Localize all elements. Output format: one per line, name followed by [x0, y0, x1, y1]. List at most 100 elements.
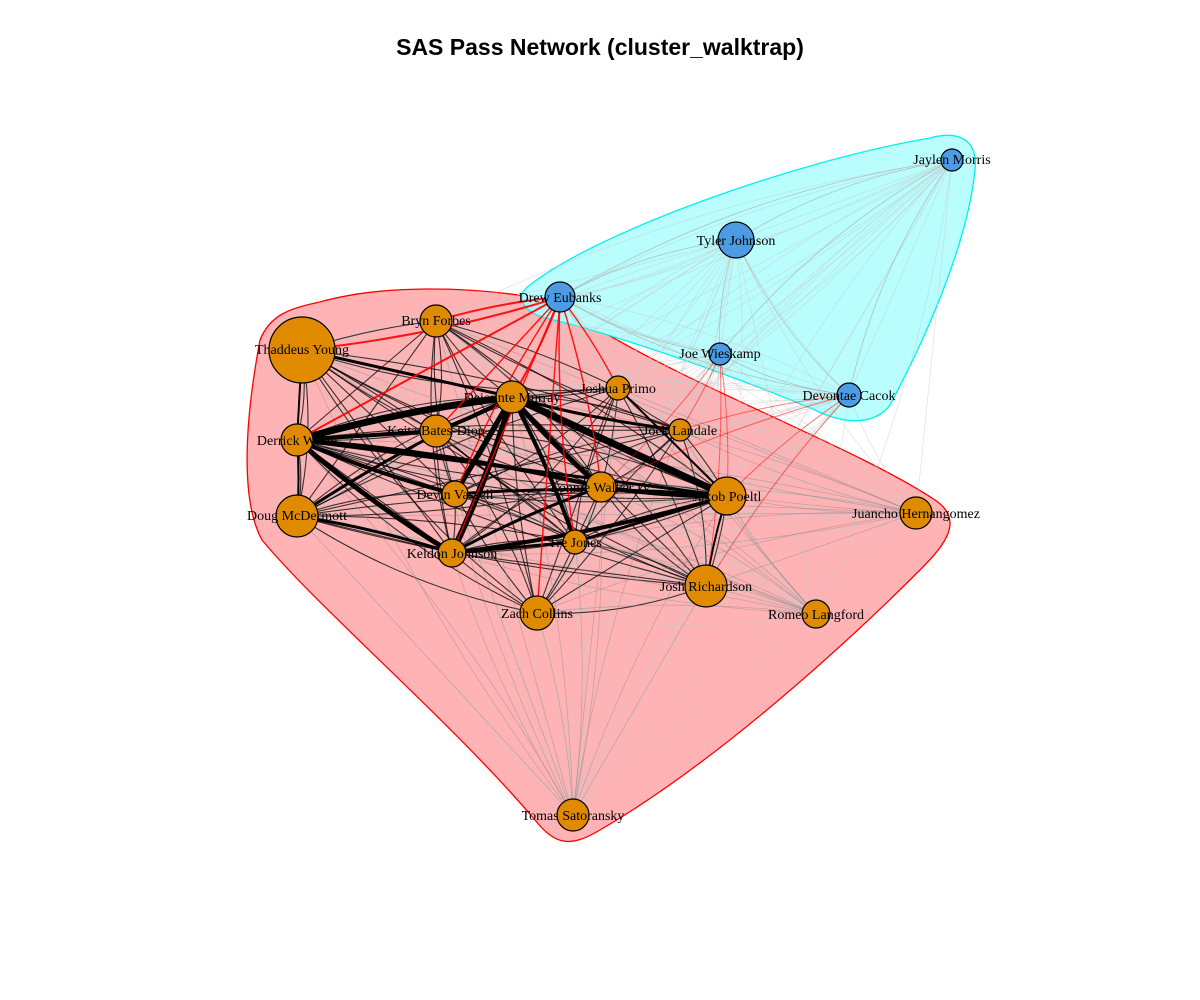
node-joshua-primo: [605, 375, 631, 401]
node-label-juancho-hernangomez: Juancho Hernangomez: [852, 507, 980, 522]
edge-dejounte-murray-doug-mcdermott: [296, 396, 513, 517]
edge-derrick-white-devin-vassell: [296, 438, 456, 496]
edge-jaylen-morris-drew-eubanks: [559, 159, 953, 298]
node-labels: Jaylen Morris Tyler Johnson Drew Eubanks Jo…: [247, 153, 991, 824]
edge-doug-mcdermott-tre-jones: [296, 515, 576, 543]
edge-devontae-cacok-jock-landale: [679, 394, 850, 431]
edge-devontae-cacok-romeo-langford: [815, 394, 850, 615]
node-jock-landale: [668, 418, 692, 442]
node-zach-collins: [519, 595, 555, 631]
node-label-tre-jones: Tre Jones: [548, 536, 602, 551]
edge-tyler-johnson-joshua-primo: [617, 239, 737, 389]
edge-keita-bates-diop-josh-richardson: [435, 430, 707, 587]
edge-thaddeus-young-jock-landale: [301, 349, 681, 431]
edge-tomas-satoransky-jakob-poeltl: [572, 495, 728, 816]
edge-tyler-johnson-lonnie-walker-iv: [600, 239, 737, 488]
edge-juancho-hernangomez-josh-richardson: [705, 512, 917, 587]
edge-romeo-langford-thaddeus-young: [301, 349, 817, 615]
node-label-joe-wieskamp: Joe Wieskamp: [679, 347, 760, 362]
edge-derrick-white-jock-landale: [296, 424, 681, 441]
edge-lonnie-walker-iv-romeo-langford: [600, 486, 817, 615]
edge-bryn-forbes-derrick-white: [296, 320, 437, 441]
edge-derrick-white-josh-richardson: [296, 439, 707, 587]
edge-juancho-hernangomez-jakob-poeltl: [726, 495, 917, 514]
nodes: [268, 148, 964, 832]
edge-derrick-white-lonnie-walker-iv: [296, 438, 602, 489]
node-label-josh-richardson: Josh Richardson: [660, 580, 752, 595]
node-label-derrick-white: Derrick White: [257, 434, 337, 449]
edge-derrick-white-lonnie-walker-iv: [296, 439, 602, 488]
edge-jaylen-morris-derrick-white: [296, 159, 953, 441]
edge-derrick-white-lonnie-walker-iv: [296, 439, 602, 488]
edge-jaylen-morris-joshua-primo: [617, 159, 953, 389]
edge-juancho-hernangomez-tre-jones: [574, 511, 917, 543]
node-label-joshua-primo: Joshua Primo: [580, 382, 656, 397]
edge-jock-landale-juancho-hernangomez: [679, 429, 917, 514]
edge-jaylen-morris-romeo-langford: [815, 159, 953, 615]
edge-juancho-hernangomez-zach-collins: [536, 512, 917, 614]
edge-devontae-cacok-josh-richardson: [705, 394, 850, 587]
edge-zach-collins-romeo-langford: [536, 612, 817, 626]
edge-jakob-poeltl-juancho-hernangomez: [726, 494, 917, 514]
edge-jaylen-morris-devontae-cacok: [848, 159, 953, 396]
edge-dejounte-murray-zach-collins: [511, 396, 538, 614]
edge-keldon-johnson-romeo-langford: [451, 552, 817, 615]
node-label-thaddeus-young: Thaddeus Young: [255, 343, 349, 358]
edge-joe-wieskamp-lonnie-walker-iv: [600, 353, 721, 488]
edge-joe-wieskamp-devontae-cacok: [719, 353, 850, 396]
edge-doug-mcdermott-juancho-hernangomez: [296, 512, 917, 517]
edge-juancho-hernangomez-bryn-forbes: [435, 320, 917, 514]
node-label-tyler-johnson: Tyler Johnson: [697, 234, 776, 249]
edge-tomas-satoransky-jock-landale: [572, 429, 681, 816]
edge-dejounte-murray-tre-jones: [510, 396, 577, 543]
edge-devontae-cacok-lonnie-walker-iv: [600, 394, 850, 488]
node-tyler-johnson: [717, 221, 755, 259]
edge-tomas-satoransky-keldon-johnson: [451, 552, 574, 816]
node-bryn-forbes: [419, 304, 453, 338]
node-label-tomas-satoransky: Tomas Satoransky: [522, 809, 625, 824]
edge-juancho-hernangomez-thaddeus-young: [301, 349, 917, 514]
edge-jaylen-morris-bryn-forbes: [435, 159, 953, 322]
edge-bryn-forbes-joshua-primo: [435, 320, 619, 389]
node-thaddeus-young: [268, 316, 336, 384]
edge-drew-eubanks-devontae-cacok: [559, 296, 850, 396]
edge-joshua-primo-romeo-langford: [617, 387, 817, 615]
edge-bryn-forbes-tre-jones: [435, 320, 576, 543]
edge-bryn-forbes-joshua-primo: [435, 320, 619, 389]
edge-devontae-cacok-bryn-forbes: [435, 320, 850, 396]
node-label-keldon-johnson: Keldon Johnson: [407, 547, 498, 562]
node-label-jock-landale: Jock Landale: [643, 424, 717, 439]
edge-derrick-white-zach-collins: [296, 439, 538, 614]
edge-drew-eubanks-jakob-poeltl: [559, 296, 728, 497]
node-dejounte-murray: [495, 380, 529, 414]
node-devin-vassell: [441, 480, 469, 508]
edge-jock-landale-zach-collins: [536, 429, 681, 614]
edge-tyler-johnson-romeo-langford: [735, 239, 817, 615]
edge-romeo-langford-keldon-johnson: [451, 552, 817, 615]
edge-derrick-white-dejounte-murray: [296, 393, 513, 444]
edge-drew-eubanks-keita-bates-diop: [435, 296, 561, 432]
node-label-drew-eubanks: Drew Eubanks: [519, 291, 602, 306]
edge-tomas-satoransky-doug-mcdermott: [296, 515, 574, 816]
edge-drew-eubanks-derrick-white: [296, 296, 561, 441]
edge-juancho-hernangomez-joshua-primo: [617, 387, 917, 514]
edge-devin-vassell-tomas-satoransky: [454, 493, 574, 816]
page-title: SAS Pass Network (cluster_walktrap): [396, 34, 804, 60]
node-joe-wieskamp: [708, 342, 732, 366]
node-lonnie-walker-iv: [585, 471, 617, 503]
edge-jock-landale-doug-mcdermott: [296, 429, 681, 517]
edge-doug-mcdermott-zach-collins: [296, 515, 538, 614]
edge-keldon-johnson-josh-richardson: [451, 552, 707, 587]
edge-thaddeus-young-jakob-poeltl: [301, 349, 728, 497]
edge-drew-eubanks-keita-bates-diop: [435, 296, 561, 432]
node-label-doug-mcdermott: Doug McDermott: [247, 509, 347, 524]
edge-bryn-forbes-jock-landale: [435, 320, 681, 431]
edge-tre-jones-tomas-satoransky: [572, 541, 586, 816]
edge-bryn-forbes-doug-mcdermott: [296, 320, 437, 517]
edge-jock-landale-tomas-satoransky: [572, 429, 681, 816]
node-label-romeo-langford: Romeo Langford: [768, 608, 864, 623]
edge-lonnie-walker-iv-doug-mcdermott: [296, 486, 602, 517]
edge-dejounte-murray-jock-landale: [511, 396, 681, 431]
edge-tomas-satoransky-dejounte-murray: [511, 396, 574, 816]
